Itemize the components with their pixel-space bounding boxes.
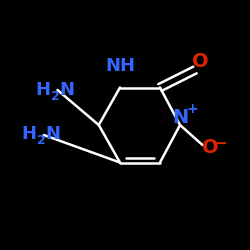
Text: −: −	[214, 136, 227, 151]
Text: H: H	[21, 125, 36, 143]
Text: N: N	[60, 81, 74, 99]
Text: N: N	[172, 108, 188, 127]
Text: O: O	[202, 138, 218, 157]
Text: 2: 2	[38, 134, 46, 146]
Text: H: H	[35, 81, 50, 99]
Text: NH: NH	[105, 57, 135, 75]
Text: N: N	[46, 125, 61, 143]
Text: 2: 2	[51, 90, 60, 103]
Text: O: O	[192, 52, 208, 71]
Text: +: +	[187, 102, 198, 116]
